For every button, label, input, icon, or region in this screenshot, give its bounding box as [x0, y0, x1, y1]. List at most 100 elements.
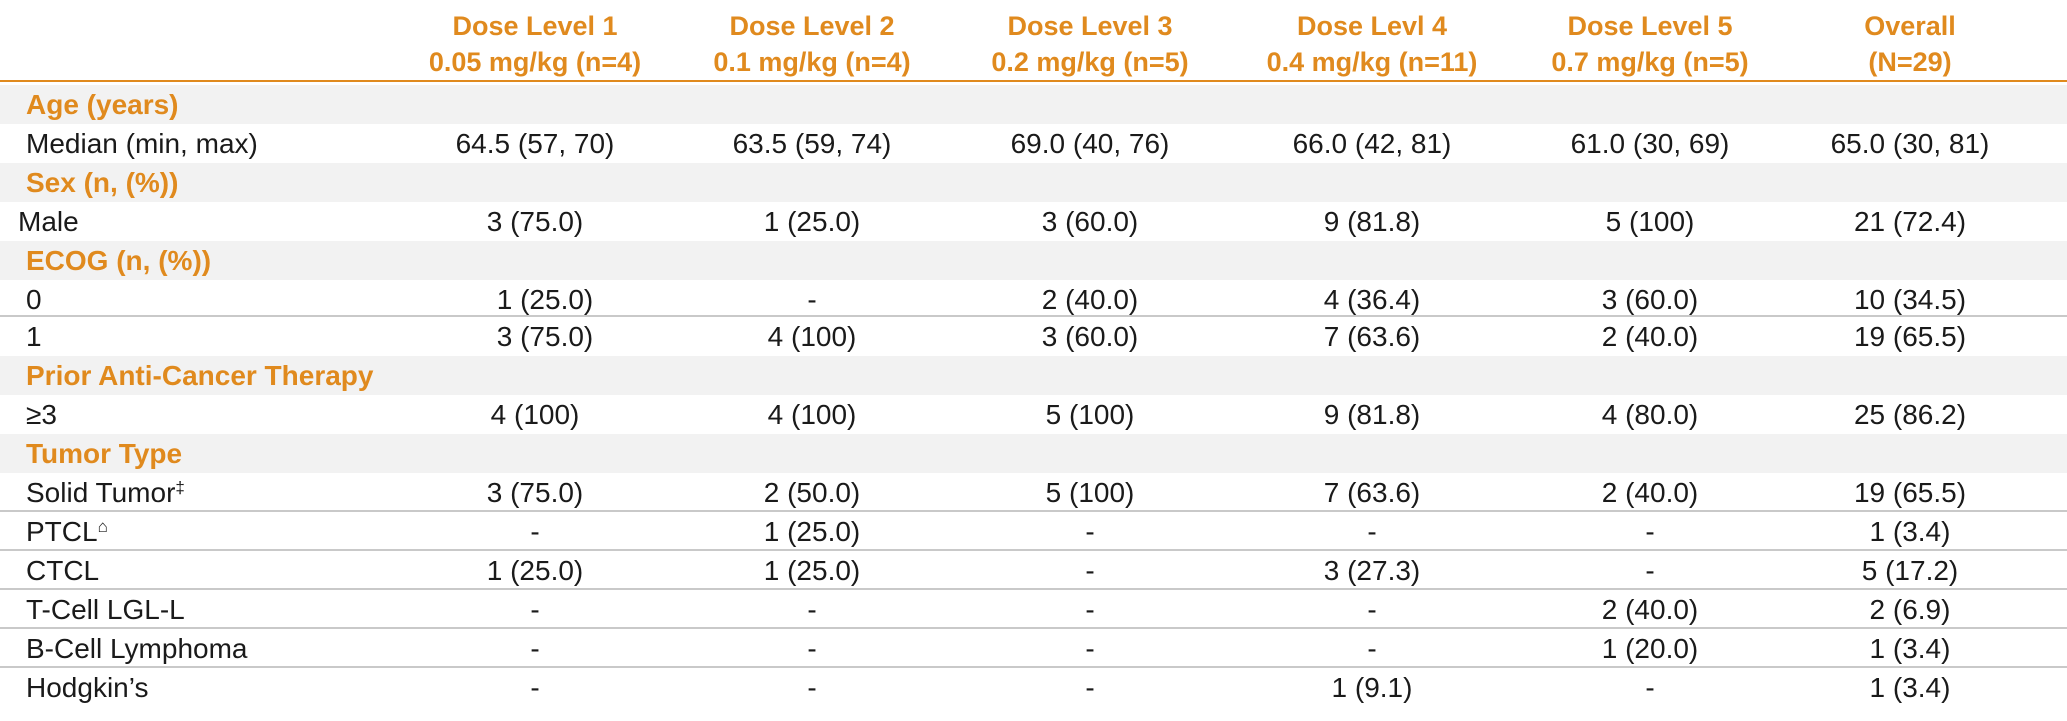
table-cell: - [1367, 594, 1377, 625]
table-cell: 7 (63.6) [1323, 321, 1421, 352]
column-header-subtitle: 0.1 mg/kg (n=4) [713, 47, 911, 77]
column-header-overall: Overall (N=29) [1770, 8, 2050, 80]
column-header-subtitle: (N=29) [1868, 47, 1952, 77]
table-cell: 10 (34.5) [1853, 284, 1967, 315]
table-cell: 3 (75.0) [486, 477, 584, 508]
table-row-b-cell-lymphoma: B-Cell Lymphoma - - - - 1 (20.0) 1 (3.4) [0, 627, 2067, 668]
section-label: Sex (n, (%)) [26, 167, 179, 198]
table-cell: - [807, 633, 817, 664]
table-cell: 1 (3.4) [1869, 516, 1951, 547]
table-cell: 25 (86.2) [1853, 399, 1967, 430]
row-label-text: PTCL [26, 516, 98, 547]
table-cell: - [1085, 555, 1095, 586]
table-cell: 3 (27.3) [1323, 555, 1421, 586]
section-row-tumor-type: Tumor Type [0, 434, 2067, 473]
section-label: Tumor Type [26, 438, 183, 469]
table-cell: 1 (3.4) [1869, 672, 1951, 703]
table-cell: 69.0 (40, 76) [1010, 128, 1170, 159]
table-cell: - [1085, 672, 1095, 703]
table-cell: - [1645, 555, 1655, 586]
row-label: 1 [26, 321, 42, 352]
table-cell: - [1367, 516, 1377, 547]
table-cell: - [1367, 633, 1377, 664]
table-cell: 9 (81.8) [1323, 206, 1421, 237]
section-label: ECOG (n, (%)) [26, 245, 212, 276]
table-cell: 5 (17.2) [1861, 555, 1959, 586]
row-label: T-Cell LGL-L [26, 594, 185, 625]
section-label: Age (years) [26, 89, 179, 120]
table-row-ecog-0: 0 1 (25.0) - 2 (40.0) 4 (36.4) 3 (60.0) … [0, 280, 2067, 319]
table-cell: 1 (25.0) [763, 555, 861, 586]
table-row-male: Male 3 (75.0) 1 (25.0) 3 (60.0) 9 (81.8)… [0, 202, 2067, 241]
table-row-t-cell-lgl-l: T-Cell LGL-L - - - - 2 (40.0) 2 (6.9) [0, 588, 2067, 629]
table-row-ptcl: PTCL⌂ - 1 (25.0) - - - 1 (3.4) [0, 510, 2067, 551]
table-cell: 5 (100) [1605, 206, 1695, 237]
table-cell: 5 (100) [1045, 477, 1135, 508]
table-cell: 21 (72.4) [1853, 206, 1967, 237]
row-label: PTCL⌂ [26, 512, 108, 551]
table-cell: 1 (9.1) [1331, 672, 1413, 703]
column-header-title: Dose Level 3 [1007, 11, 1173, 41]
row-label: B-Cell Lymphoma [26, 633, 248, 664]
table-cell: - [530, 516, 540, 547]
table-cell: 2 (40.0) [1041, 284, 1139, 315]
section-row-ecog: ECOG (n, (%)) [0, 241, 2067, 280]
table-cell: - [1645, 516, 1655, 547]
table-cell: 2 (6.9) [1869, 594, 1951, 625]
column-header-title: Dose Level 1 [452, 11, 618, 41]
column-header-dose-level-3: Dose Level 3 0.2 mg/kg (n=5) [950, 8, 1230, 80]
column-header-subtitle: 0.05 mg/kg (n=4) [428, 47, 642, 77]
table-cell: - [1085, 516, 1095, 547]
column-header-dose-level-5: Dose Level 5 0.7 mg/kg (n=5) [1510, 8, 1790, 80]
table-row-hodgkins: Hodgkin’s - - - 1 (9.1) - 1 (3.4) [0, 666, 2067, 707]
row-label: Solid Tumor‡ [26, 473, 185, 512]
table-cell: 2 (40.0) [1601, 321, 1699, 352]
column-header-subtitle: 0.7 mg/kg (n=5) [1551, 47, 1749, 77]
column-header-dose-level-1: Dose Level 1 0.05 mg/kg (n=4) [395, 8, 675, 80]
table-row-prior-therapy-3plus: ≥3 4 (100) 4 (100) 5 (100) 9 (81.8) 4 (8… [0, 395, 2067, 434]
row-label-text: Solid Tumor [26, 477, 176, 508]
table-cell: 1 (25.0) [763, 516, 861, 547]
table-cell: 1 (25.0) [763, 206, 861, 237]
column-header-title: Dose Level 5 [1567, 11, 1733, 41]
section-row-prior-therapy: Prior Anti-Cancer Therapy [0, 356, 2067, 395]
column-header-subtitle: 0.2 mg/kg (n=5) [991, 47, 1189, 77]
table-cell: - [807, 672, 817, 703]
table-cell: - [530, 594, 540, 625]
table-cell: 66.0 (42, 81) [1292, 128, 1452, 159]
table-cell: 2 (40.0) [1601, 594, 1699, 625]
table-cell: 4 (80.0) [1601, 399, 1699, 430]
table-row-median: Median (min, max) 64.5 (57, 70) 63.5 (59… [0, 124, 2067, 163]
table-cell: 4 (100) [490, 399, 580, 430]
column-header-title: Dose Levl 4 [1296, 11, 1448, 41]
section-row-age: Age (years) [0, 85, 2067, 124]
table-cell: 3 (75.0) [496, 321, 594, 352]
table-cell: - [530, 672, 540, 703]
column-header-subtitle: 0.4 mg/kg (n=11) [1266, 47, 1478, 77]
column-header-title: Overall [1864, 11, 1956, 41]
table-cell: 19 (65.5) [1853, 477, 1967, 508]
table-cell: 1 (20.0) [1601, 633, 1699, 664]
row-label: 0 [26, 284, 42, 315]
table-cell: - [1645, 672, 1655, 703]
table-cell: 4 (100) [767, 321, 857, 352]
footnote-mark: ⌂ [97, 517, 108, 536]
table-cell: 64.5 (57, 70) [455, 128, 615, 159]
row-label: ≥3 [26, 399, 57, 430]
table-cell: - [807, 594, 817, 625]
table-cell: 5 (100) [1045, 399, 1135, 430]
table-cell: 2 (40.0) [1601, 477, 1699, 508]
table-cell: 4 (36.4) [1323, 284, 1421, 315]
table-cell: 2 (50.0) [763, 477, 861, 508]
column-header-title: Dose Level 2 [729, 11, 895, 41]
table-cell: 3 (75.0) [486, 206, 584, 237]
table-cell: 3 (60.0) [1601, 284, 1699, 315]
table-cell: 3 (60.0) [1041, 321, 1139, 352]
table-cell: - [807, 284, 817, 315]
table-cell: 1 (25.0) [496, 284, 594, 315]
table-cell: 61.0 (30, 69) [1570, 128, 1730, 159]
footnote-mark: ‡ [175, 478, 185, 497]
row-label: Male [18, 206, 79, 237]
table-cell: - [1085, 633, 1095, 664]
